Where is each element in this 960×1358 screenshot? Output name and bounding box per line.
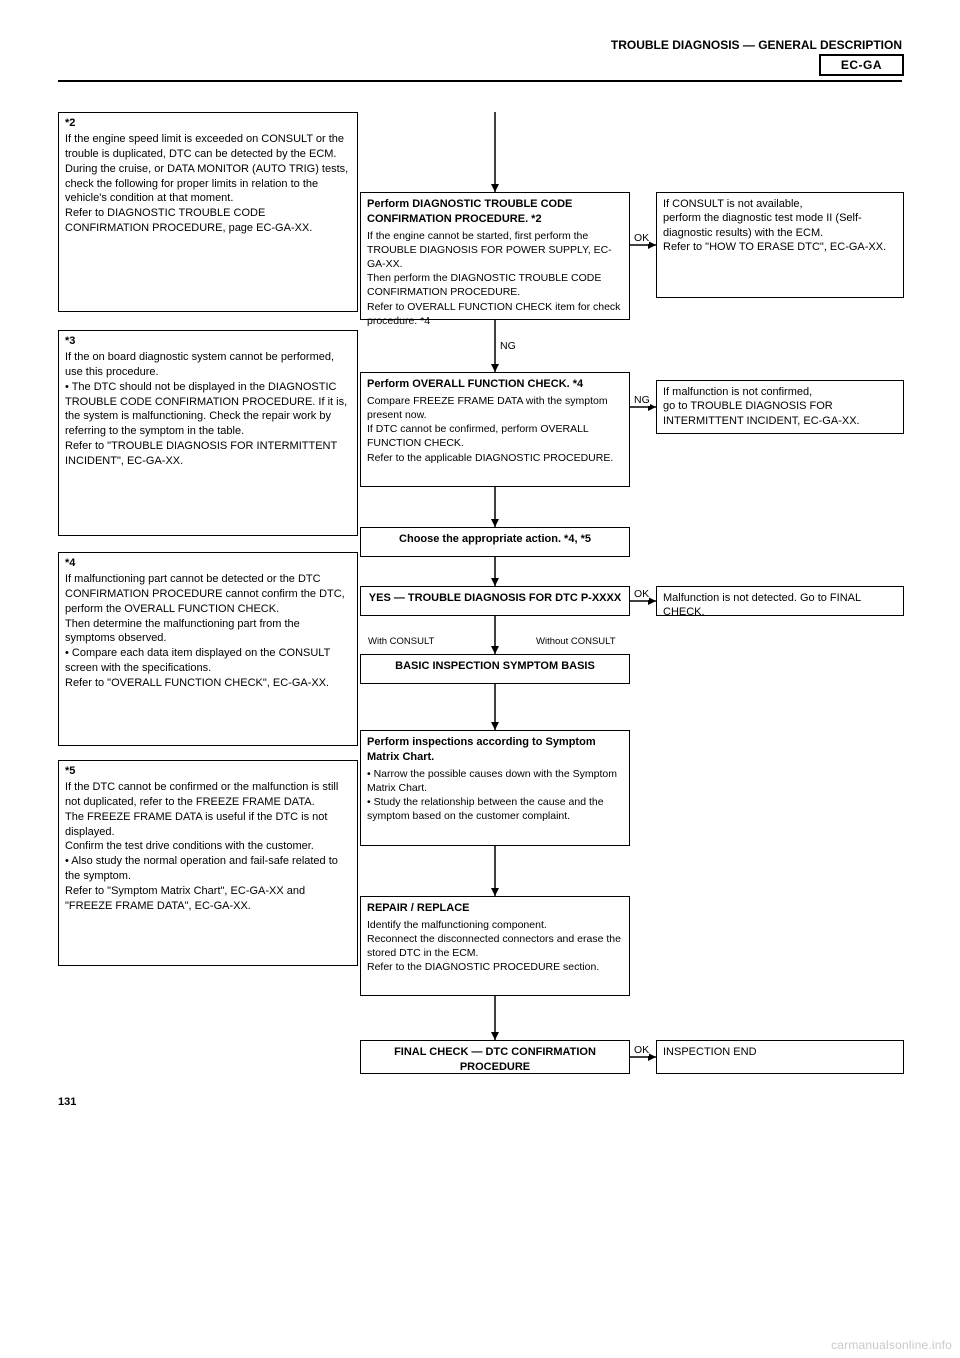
result-box-4: INSPECTION END [656, 1040, 904, 1074]
flow-step-8: Choose the appropriate action. *4, *5 [360, 527, 630, 557]
flow-step-7: Perform OVERALL FUNCTION CHECK. *4Compar… [360, 372, 630, 487]
header-title: TROUBLE DIAGNOSIS — GENERAL DESCRIPTION [611, 38, 902, 52]
flow-step-9: YES — TROUBLE DIAGNOSIS FOR DTC P-XXXX [360, 586, 630, 616]
edge-label: Without CONSULT [536, 636, 616, 647]
page-number: 131 [58, 1096, 76, 1108]
result-box-1: If CONSULT is not available,perform the … [656, 192, 904, 298]
flow-step-6: Perform DIAGNOSTIC TROUBLE CODE CONFIRMA… [360, 192, 630, 320]
result-box-2: If malfunction is not confirmed,go to TR… [656, 380, 904, 434]
result-box-3: Malfunction is not detected. Go to FINAL… [656, 586, 904, 616]
flow-step-11: Perform inspections according to Symptom… [360, 730, 630, 846]
flow-step-12: REPAIR / REPLACEIdentify the malfunction… [360, 896, 630, 996]
flow-step-10: BASIC INSPECTION SYMPTOM BASIS [360, 654, 630, 684]
edge-label: OK [634, 588, 649, 600]
header-rule [58, 80, 902, 82]
info-box-3: *3If the on board diagnostic system cann… [58, 330, 358, 536]
header-code-box: EC-GA [819, 54, 904, 76]
flow-step-13: FINAL CHECK — DTC CONFIRMATION PROCEDURE [360, 1040, 630, 1074]
edge-label: With CONSULT [368, 636, 434, 647]
info-box-4: *4If malfunctioning part cannot be detec… [58, 552, 358, 746]
edge-label: OK [634, 232, 649, 244]
edge-label: NG [634, 394, 650, 406]
watermark: carmanualsonline.info [831, 1338, 952, 1352]
page: { "header": { "right_text": "TROUBLE DIA… [0, 0, 960, 1358]
info-box-2: *2If the engine speed limit is exceeded … [58, 112, 358, 312]
edge-label: OK [634, 1044, 649, 1056]
info-box-5: *5If the DTC cannot be confirmed or the … [58, 760, 358, 966]
edge-label: NG [500, 340, 516, 352]
